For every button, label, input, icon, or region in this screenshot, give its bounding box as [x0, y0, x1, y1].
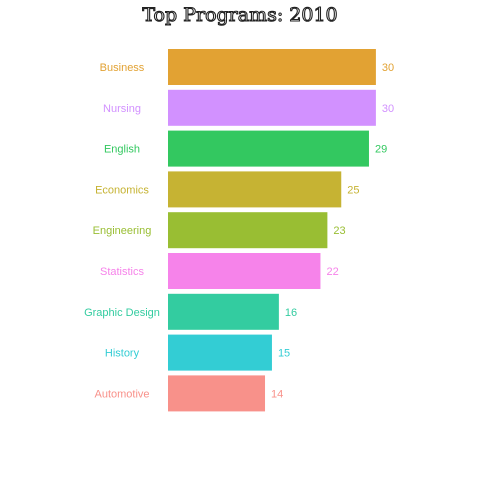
category-labels: Business Nursing English Economics Engineeri…: [84, 62, 160, 400]
value-label-nursing: 30: [382, 103, 394, 115]
value-label-economics: 25: [347, 184, 359, 196]
category-label-english: English: [104, 144, 140, 156]
category-label-engineering: Engineering: [93, 225, 152, 237]
bar-history: [168, 334, 272, 371]
bar-economics: [168, 171, 342, 208]
value-labels: 30 30 29 25 23 22 16 15 14: [271, 62, 394, 400]
value-label-business: 30: [382, 62, 394, 74]
chart-title: Top Programs: 2010: [142, 4, 337, 26]
category-label-statistics: Statistics: [100, 266, 145, 278]
category-label-history: History: [105, 348, 140, 360]
bar-statistics: [168, 253, 321, 289]
category-label-nursing: Nursing: [103, 103, 141, 115]
bar-graphic-design: [168, 293, 279, 330]
bars-group: [168, 49, 376, 412]
bar-automotive: [168, 375, 266, 412]
bar-english: [168, 130, 369, 167]
bar-nursing: [168, 89, 376, 126]
value-label-history: 15: [278, 348, 290, 360]
value-label-graphic-design: 16: [285, 307, 297, 319]
category-label-economics: Economics: [95, 184, 149, 196]
category-label-business: Business: [100, 62, 145, 74]
category-label-graphic-design: Graphic Design: [84, 307, 160, 319]
value-label-engineering: 23: [333, 225, 345, 237]
bar-business: [168, 49, 376, 85]
category-label-automotive: Automotive: [94, 388, 149, 400]
value-label-automotive: 14: [271, 388, 283, 400]
bar-engineering: [168, 212, 328, 249]
value-label-statistics: 22: [326, 266, 338, 278]
value-label-english: 29: [375, 144, 387, 156]
